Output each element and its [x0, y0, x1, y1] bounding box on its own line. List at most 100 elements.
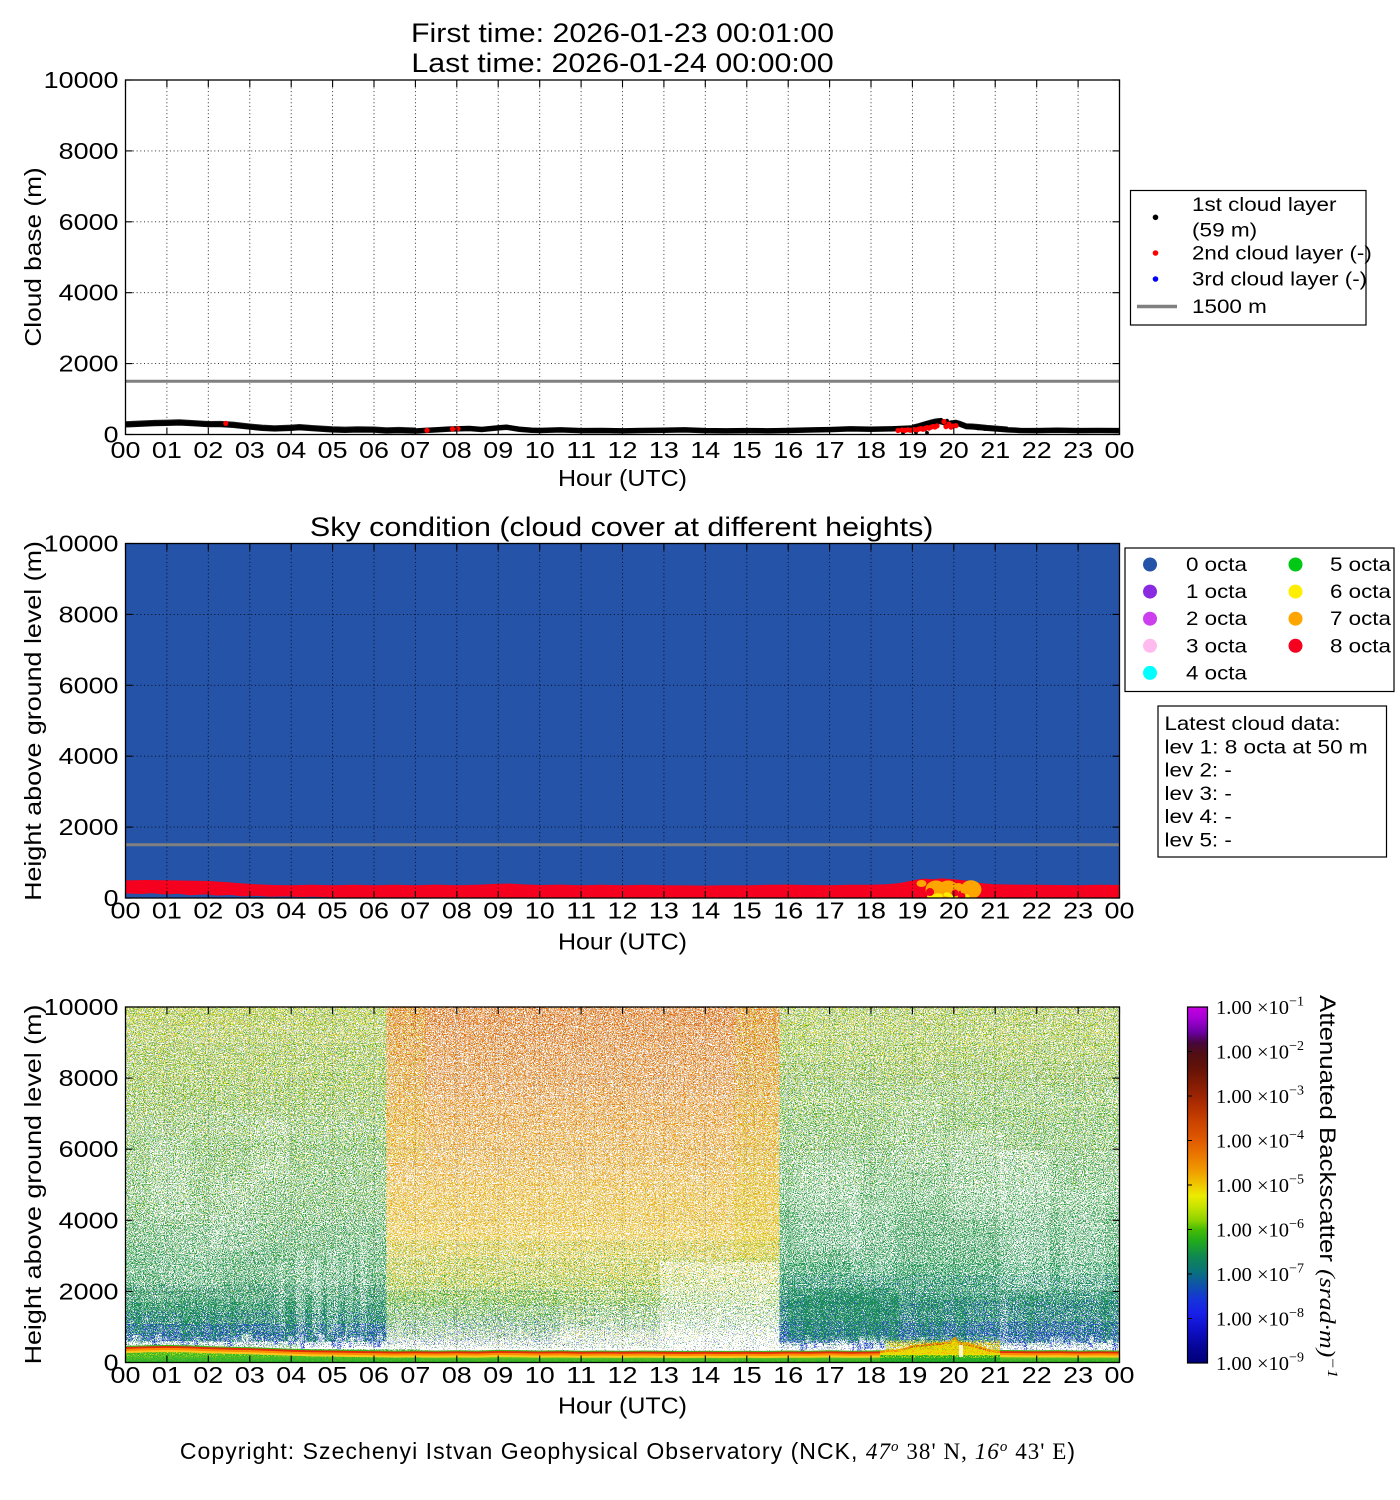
svg-text:8000: 8000	[59, 138, 119, 164]
svg-text:First time: 2026-01-23 00:01:0: First time: 2026-01-23 00:01:00	[411, 18, 834, 48]
svg-text:2 octa: 2 octa	[1186, 608, 1247, 630]
svg-text:06: 06	[359, 437, 389, 463]
svg-text:01: 01	[152, 1362, 182, 1388]
svg-text:06: 06	[359, 898, 389, 924]
svg-text:4000: 4000	[59, 1207, 119, 1233]
svg-text:07: 07	[400, 898, 430, 924]
svg-text:0: 0	[104, 1350, 119, 1376]
svg-text:23: 23	[1063, 1362, 1093, 1388]
svg-text:14: 14	[690, 898, 720, 924]
svg-text:Hour (UTC): Hour (UTC)	[558, 465, 687, 491]
svg-text:10: 10	[525, 437, 555, 463]
svg-text:Last time: 2026-01-24 00:00:00: Last time: 2026-01-24 00:00:00	[411, 48, 833, 78]
svg-text:8 octa: 8 octa	[1330, 635, 1391, 657]
svg-text:16: 16	[773, 437, 803, 463]
svg-text:17: 17	[815, 898, 845, 924]
svg-text:02: 02	[193, 898, 223, 924]
svg-text:1st cloud layer: 1st cloud layer	[1192, 194, 1337, 216]
svg-text:19: 19	[897, 898, 927, 924]
svg-text:17: 17	[815, 1362, 845, 1388]
svg-text:4 octa: 4 octa	[1186, 662, 1247, 684]
svg-text:08: 08	[442, 898, 472, 924]
svg-text:Hour (UTC): Hour (UTC)	[558, 1393, 687, 1419]
svg-text:8000: 8000	[59, 601, 119, 627]
svg-text:11: 11	[566, 437, 596, 463]
svg-text:10000: 10000	[44, 67, 119, 93]
svg-text:01: 01	[152, 898, 182, 924]
svg-text:03: 03	[235, 898, 265, 924]
svg-text:lev 4: -: lev 4: -	[1165, 806, 1232, 828]
svg-text:08: 08	[442, 437, 472, 463]
svg-text:12: 12	[608, 898, 638, 924]
svg-text:02: 02	[193, 437, 223, 463]
svg-text:4000: 4000	[59, 743, 119, 769]
svg-text:07: 07	[400, 437, 430, 463]
svg-text:18: 18	[856, 898, 886, 924]
svg-text:8000: 8000	[59, 1065, 119, 1091]
svg-text:05: 05	[318, 1362, 348, 1388]
svg-text:23: 23	[1063, 898, 1093, 924]
svg-text:15: 15	[732, 1362, 762, 1388]
svg-text:19: 19	[897, 437, 927, 463]
svg-text:00: 00	[111, 437, 141, 463]
svg-text:05: 05	[318, 437, 348, 463]
svg-text:04: 04	[276, 437, 306, 463]
svg-text:15: 15	[732, 437, 762, 463]
svg-text:21: 21	[980, 1362, 1010, 1388]
svg-text:0 octa: 0 octa	[1186, 554, 1247, 576]
svg-text:13: 13	[649, 1362, 679, 1388]
svg-text:13: 13	[649, 898, 679, 924]
svg-text:2000: 2000	[59, 351, 119, 377]
svg-text:3 octa: 3 octa	[1186, 635, 1247, 657]
svg-text:(59 m): (59 m)	[1192, 220, 1257, 242]
svg-text:08: 08	[442, 1362, 472, 1388]
svg-text:7 octa: 7 octa	[1330, 608, 1391, 630]
svg-text:03: 03	[235, 1362, 265, 1388]
svg-text:22: 22	[1022, 437, 1052, 463]
svg-text:20: 20	[939, 437, 969, 463]
svg-text:1 octa: 1 octa	[1186, 581, 1247, 603]
svg-text:00: 00	[111, 1362, 141, 1388]
svg-text:16: 16	[773, 898, 803, 924]
svg-text:Height above ground level (m): Height above ground level (m)	[20, 1005, 46, 1365]
svg-text:6000: 6000	[59, 1136, 119, 1162]
svg-text:0: 0	[104, 885, 119, 911]
svg-text:6000: 6000	[59, 209, 119, 235]
svg-text:20: 20	[939, 898, 969, 924]
svg-text:07: 07	[400, 1362, 430, 1388]
svg-text:11: 11	[566, 1362, 596, 1388]
svg-text:14: 14	[690, 1362, 720, 1388]
svg-text:14: 14	[690, 437, 720, 463]
svg-text:09: 09	[483, 898, 513, 924]
svg-text:Latest cloud data:: Latest cloud data:	[1165, 713, 1341, 735]
svg-text:01: 01	[152, 437, 182, 463]
svg-text:00: 00	[1105, 898, 1135, 924]
svg-text:21: 21	[980, 437, 1010, 463]
svg-text:6000: 6000	[59, 672, 119, 698]
svg-text:17: 17	[815, 437, 845, 463]
svg-text:Height above ground level (m): Height above ground level (m)	[20, 541, 46, 901]
svg-text:10: 10	[525, 898, 555, 924]
svg-text:00: 00	[1105, 437, 1135, 463]
svg-text:09: 09	[483, 437, 513, 463]
svg-text:00: 00	[111, 898, 141, 924]
svg-text:5 octa: 5 octa	[1330, 554, 1391, 576]
svg-text:1500 m: 1500 m	[1192, 296, 1267, 318]
svg-text:05: 05	[318, 898, 348, 924]
svg-text:09: 09	[483, 1362, 513, 1388]
svg-text:lev 2: -: lev 2: -	[1165, 760, 1232, 782]
svg-text:20: 20	[939, 1362, 969, 1388]
svg-text:0: 0	[104, 422, 119, 448]
svg-text:22: 22	[1022, 1362, 1052, 1388]
svg-text:10000: 10000	[44, 531, 119, 557]
svg-text:2000: 2000	[59, 1278, 119, 1304]
svg-text:11: 11	[566, 898, 596, 924]
svg-text:16: 16	[773, 1362, 803, 1388]
svg-text:2000: 2000	[59, 814, 119, 840]
svg-text:2nd cloud layer (-): 2nd cloud layer (-)	[1192, 243, 1372, 265]
svg-text:Hour (UTC): Hour (UTC)	[558, 929, 687, 955]
svg-text:04: 04	[276, 1362, 306, 1388]
svg-text:Attenuated Backscatter (srad·m: Attenuated Backscatter (srad·m)−1	[1315, 995, 1340, 1378]
svg-text:3rd cloud layer (-): 3rd cloud layer (-)	[1192, 269, 1367, 291]
svg-text:lev 1: 8 octa at 50 m: lev 1: 8 octa at 50 m	[1165, 736, 1368, 758]
